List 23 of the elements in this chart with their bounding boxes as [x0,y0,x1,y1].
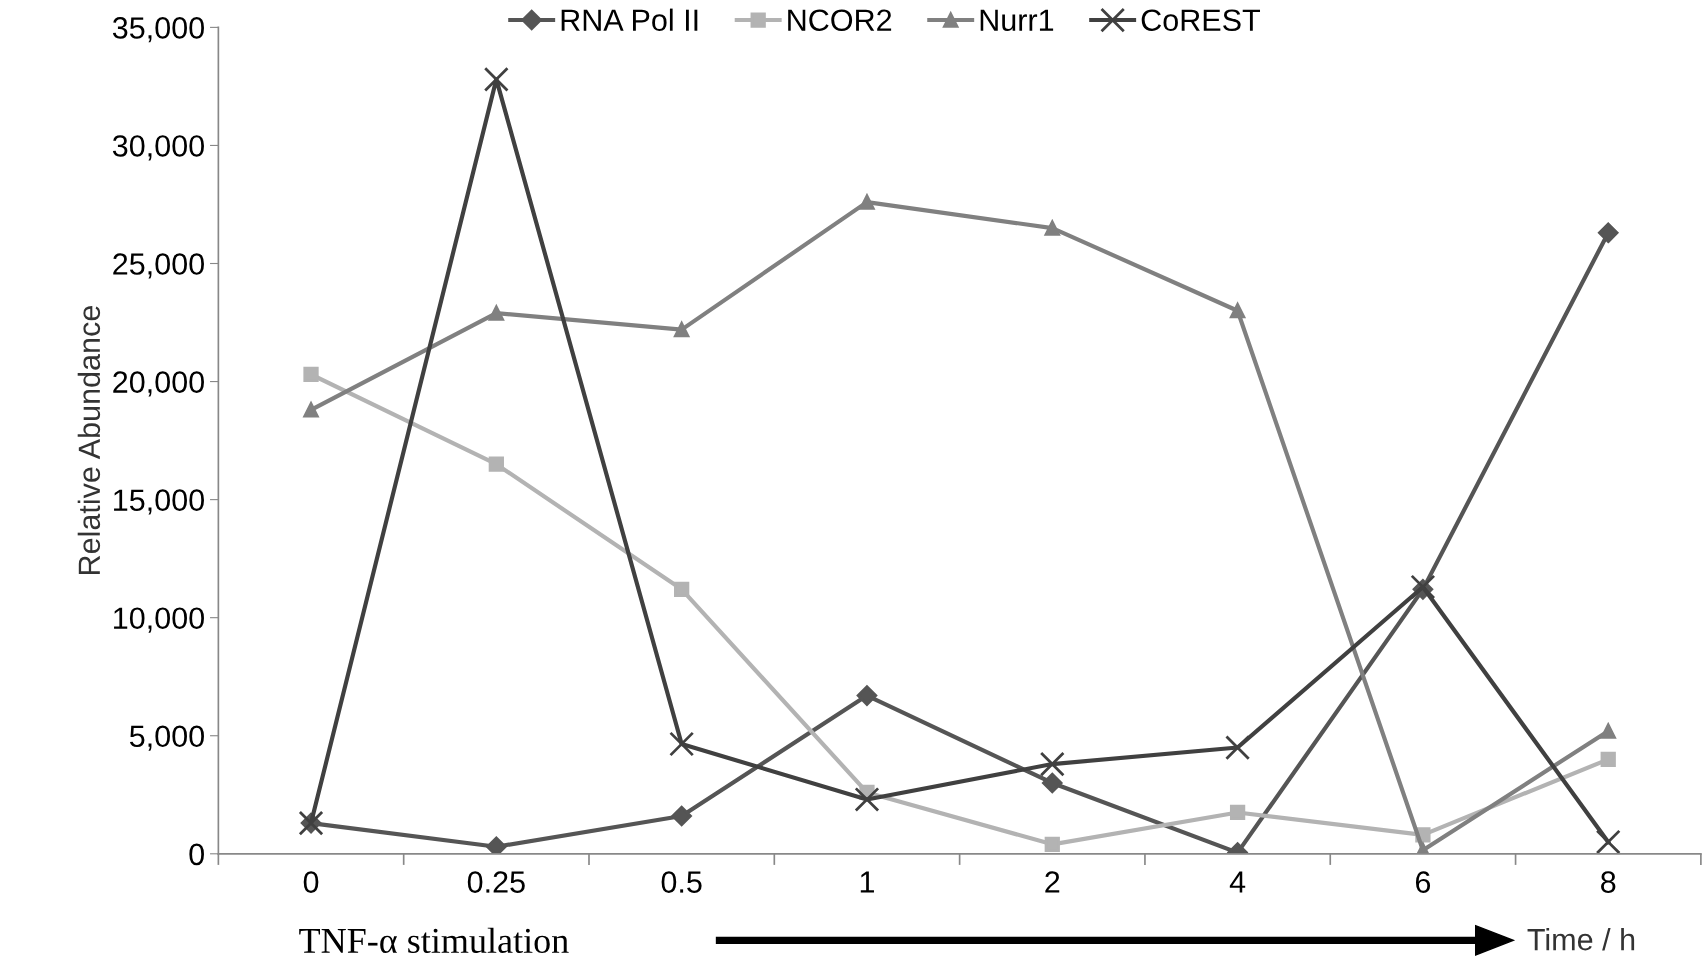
x-tick-label: 8 [1601,871,1616,893]
legend-label: Nurr1 [980,9,1054,32]
legend-label: NCOR2 [788,9,892,32]
x-tick-label: 4 [1229,871,1246,893]
y-tick-label: 25,000 [113,253,204,279]
y-tick-label: 0 [189,843,204,866]
x-tick-label: 0 [303,871,319,893]
text: TNF-α stimulation [299,927,569,954]
x-tick-label: 0.25 [467,871,525,893]
y-tick-label: 20,000 [113,371,204,397]
y-tick-label: 10,000 [114,607,204,633]
legend-label: CoREST [1141,9,1261,32]
y-tick-label: 35,000 [112,17,204,43]
y-axis-title: Relative Abundance [77,306,101,574]
x-tick-label: 6 [1415,871,1431,893]
y-tick-label: 15,000 [114,489,204,515]
y-tick-label: 5,000 [129,725,204,751]
x-tick-label: 2 [1045,871,1060,893]
x-tick-label: 1 [860,871,874,893]
legend-label: RNA Pol II [561,8,698,32]
x-axis-title: Time / h [1527,928,1635,951]
y-tick-label: 30,000 [112,135,204,161]
x-tick-label: 0.5 [661,871,702,893]
